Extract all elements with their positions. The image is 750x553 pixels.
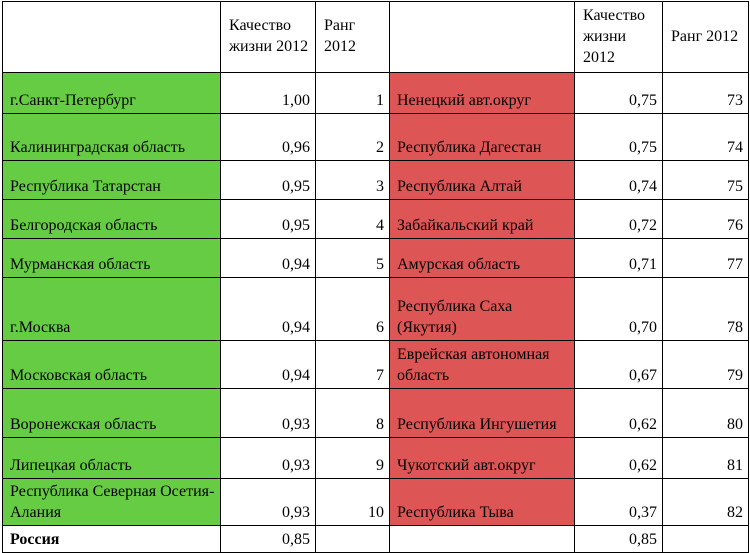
top-region-name: Липецкая область (2, 437, 221, 479)
bottom-region-quality: 0,67 (574, 340, 663, 389)
bottom-region-rank: 74 (662, 113, 749, 161)
bottom-region-rank: 77 (662, 238, 749, 278)
top-region-rank: 2 (315, 113, 390, 161)
top-region-name: Московская область (2, 340, 221, 389)
footer-blank-left (315, 525, 390, 553)
header-quality-left: Качество жизни 2012 (220, 1, 316, 73)
table-row: Республика Татарстан 0,95 3 Республика А… (2, 160, 749, 200)
bottom-region-rank: 78 (662, 277, 749, 341)
top-region-rank: 9 (315, 437, 390, 479)
top-region-rank: 10 (315, 478, 390, 526)
bottom-region-quality: 0,37 (574, 478, 663, 526)
bottom-region-rank: 75 (662, 160, 749, 200)
table-row: Воронежская область 0,93 8 Республика Ин… (2, 388, 749, 438)
top-region-name: Мурманская область (2, 238, 221, 278)
bottom-region-name: Республика Саха (Якутия) (389, 277, 575, 341)
top-region-quality: 0,94 (220, 340, 316, 389)
top-region-rank: 7 (315, 340, 390, 389)
top-region-rank: 4 (315, 199, 390, 239)
header-quality-right: Качество жизни 2012 (574, 1, 663, 73)
top-region-rank: 5 (315, 238, 390, 278)
bottom-region-quality: 0,70 (574, 277, 663, 341)
bottom-region-rank: 79 (662, 340, 749, 389)
top-region-quality: 0,96 (220, 113, 316, 161)
bottom-region-rank: 82 (662, 478, 749, 526)
bottom-region-name: Забайкальский край (389, 199, 575, 239)
table-row: Белгородская область 0,95 4 Забайкальски… (2, 199, 749, 239)
top-region-quality: 0,93 (220, 437, 316, 479)
table-row: Республика Северная Осетия-Алания 0,93 1… (2, 478, 749, 526)
bottom-region-quality: 0,71 (574, 238, 663, 278)
table-row: Липецкая область 0,93 9 Чукотский авт.ок… (2, 437, 749, 479)
bottom-region-rank: 81 (662, 437, 749, 479)
bottom-region-quality: 0,74 (574, 160, 663, 200)
table-row: Мурманская область 0,94 5 Амурская облас… (2, 238, 749, 278)
top-region-rank: 6 (315, 277, 390, 341)
top-region-quality: 0,94 (220, 277, 316, 341)
table-row: Калининградская область 0,96 2 Республик… (2, 113, 749, 161)
bottom-region-quality: 0,72 (574, 199, 663, 239)
bottom-region-name: Чукотский авт.округ (389, 437, 575, 479)
top-region-rank: 8 (315, 388, 390, 438)
bottom-region-quality: 0,62 (574, 388, 663, 438)
top-region-name: Республика Северная Осетия-Алания (2, 478, 221, 526)
bottom-region-quality: 0,75 (574, 72, 663, 114)
top-region-name: Калининградская область (2, 113, 221, 161)
bottom-region-name: Республика Ингушетия (389, 388, 575, 438)
footer-blank-end (662, 525, 749, 553)
russia-quality-left: 0,85 (220, 525, 316, 553)
bottom-region-name: Еврейская автономная область (389, 340, 575, 389)
bottom-region-name: Ненецкий авт.округ (389, 72, 575, 114)
header-rank-left: Ранг 2012 (315, 1, 390, 73)
bottom-region-rank: 73 (662, 72, 749, 114)
top-region-name: Республика Татарстан (2, 160, 221, 200)
top-region-name: г.Москва (2, 277, 221, 341)
top-region-quality: 0,94 (220, 238, 316, 278)
top-region-quality: 0,95 (220, 199, 316, 239)
top-region-name: г.Санкт-Петербург (2, 72, 221, 114)
header-blank-left (2, 1, 221, 73)
top-region-quality: 0,93 (220, 388, 316, 438)
bottom-region-name: Республика Алтай (389, 160, 575, 200)
header-row: Качество жизни 2012 Ранг 2012 Качество ж… (2, 1, 749, 73)
table-row: г.Санкт-Петербург 1,00 1 Ненецкий авт.ок… (2, 72, 749, 114)
top-region-quality: 0,95 (220, 160, 316, 200)
top-region-quality: 1,00 (220, 72, 316, 114)
bottom-region-name: Амурская область (389, 238, 575, 278)
bottom-region-rank: 76 (662, 199, 749, 239)
footer-blank-right (389, 525, 575, 553)
russia-label: Россия (2, 525, 221, 553)
bottom-region-name: Республика Тыва (389, 478, 575, 526)
top-region-name: Белгородская область (2, 199, 221, 239)
top-region-quality: 0,93 (220, 478, 316, 526)
bottom-region-quality: 0,62 (574, 437, 663, 479)
top-region-name: Воронежская область (2, 388, 221, 438)
header-blank-right (389, 1, 575, 73)
bottom-region-quality: 0,75 (574, 113, 663, 161)
top-region-rank: 1 (315, 72, 390, 114)
footer-row: Россия 0,85 0,85 (2, 525, 749, 553)
top-region-rank: 3 (315, 160, 390, 200)
bottom-region-name: Республика Дагестан (389, 113, 575, 161)
table-row: Московская область 0,94 7 Еврейская авто… (2, 340, 749, 389)
russia-quality-right: 0,85 (574, 525, 663, 553)
header-rank-right: Ранг 2012 (662, 1, 749, 73)
table-row: г.Москва 0,94 6 Республика Саха (Якутия)… (2, 277, 749, 341)
bottom-region-rank: 80 (662, 388, 749, 438)
